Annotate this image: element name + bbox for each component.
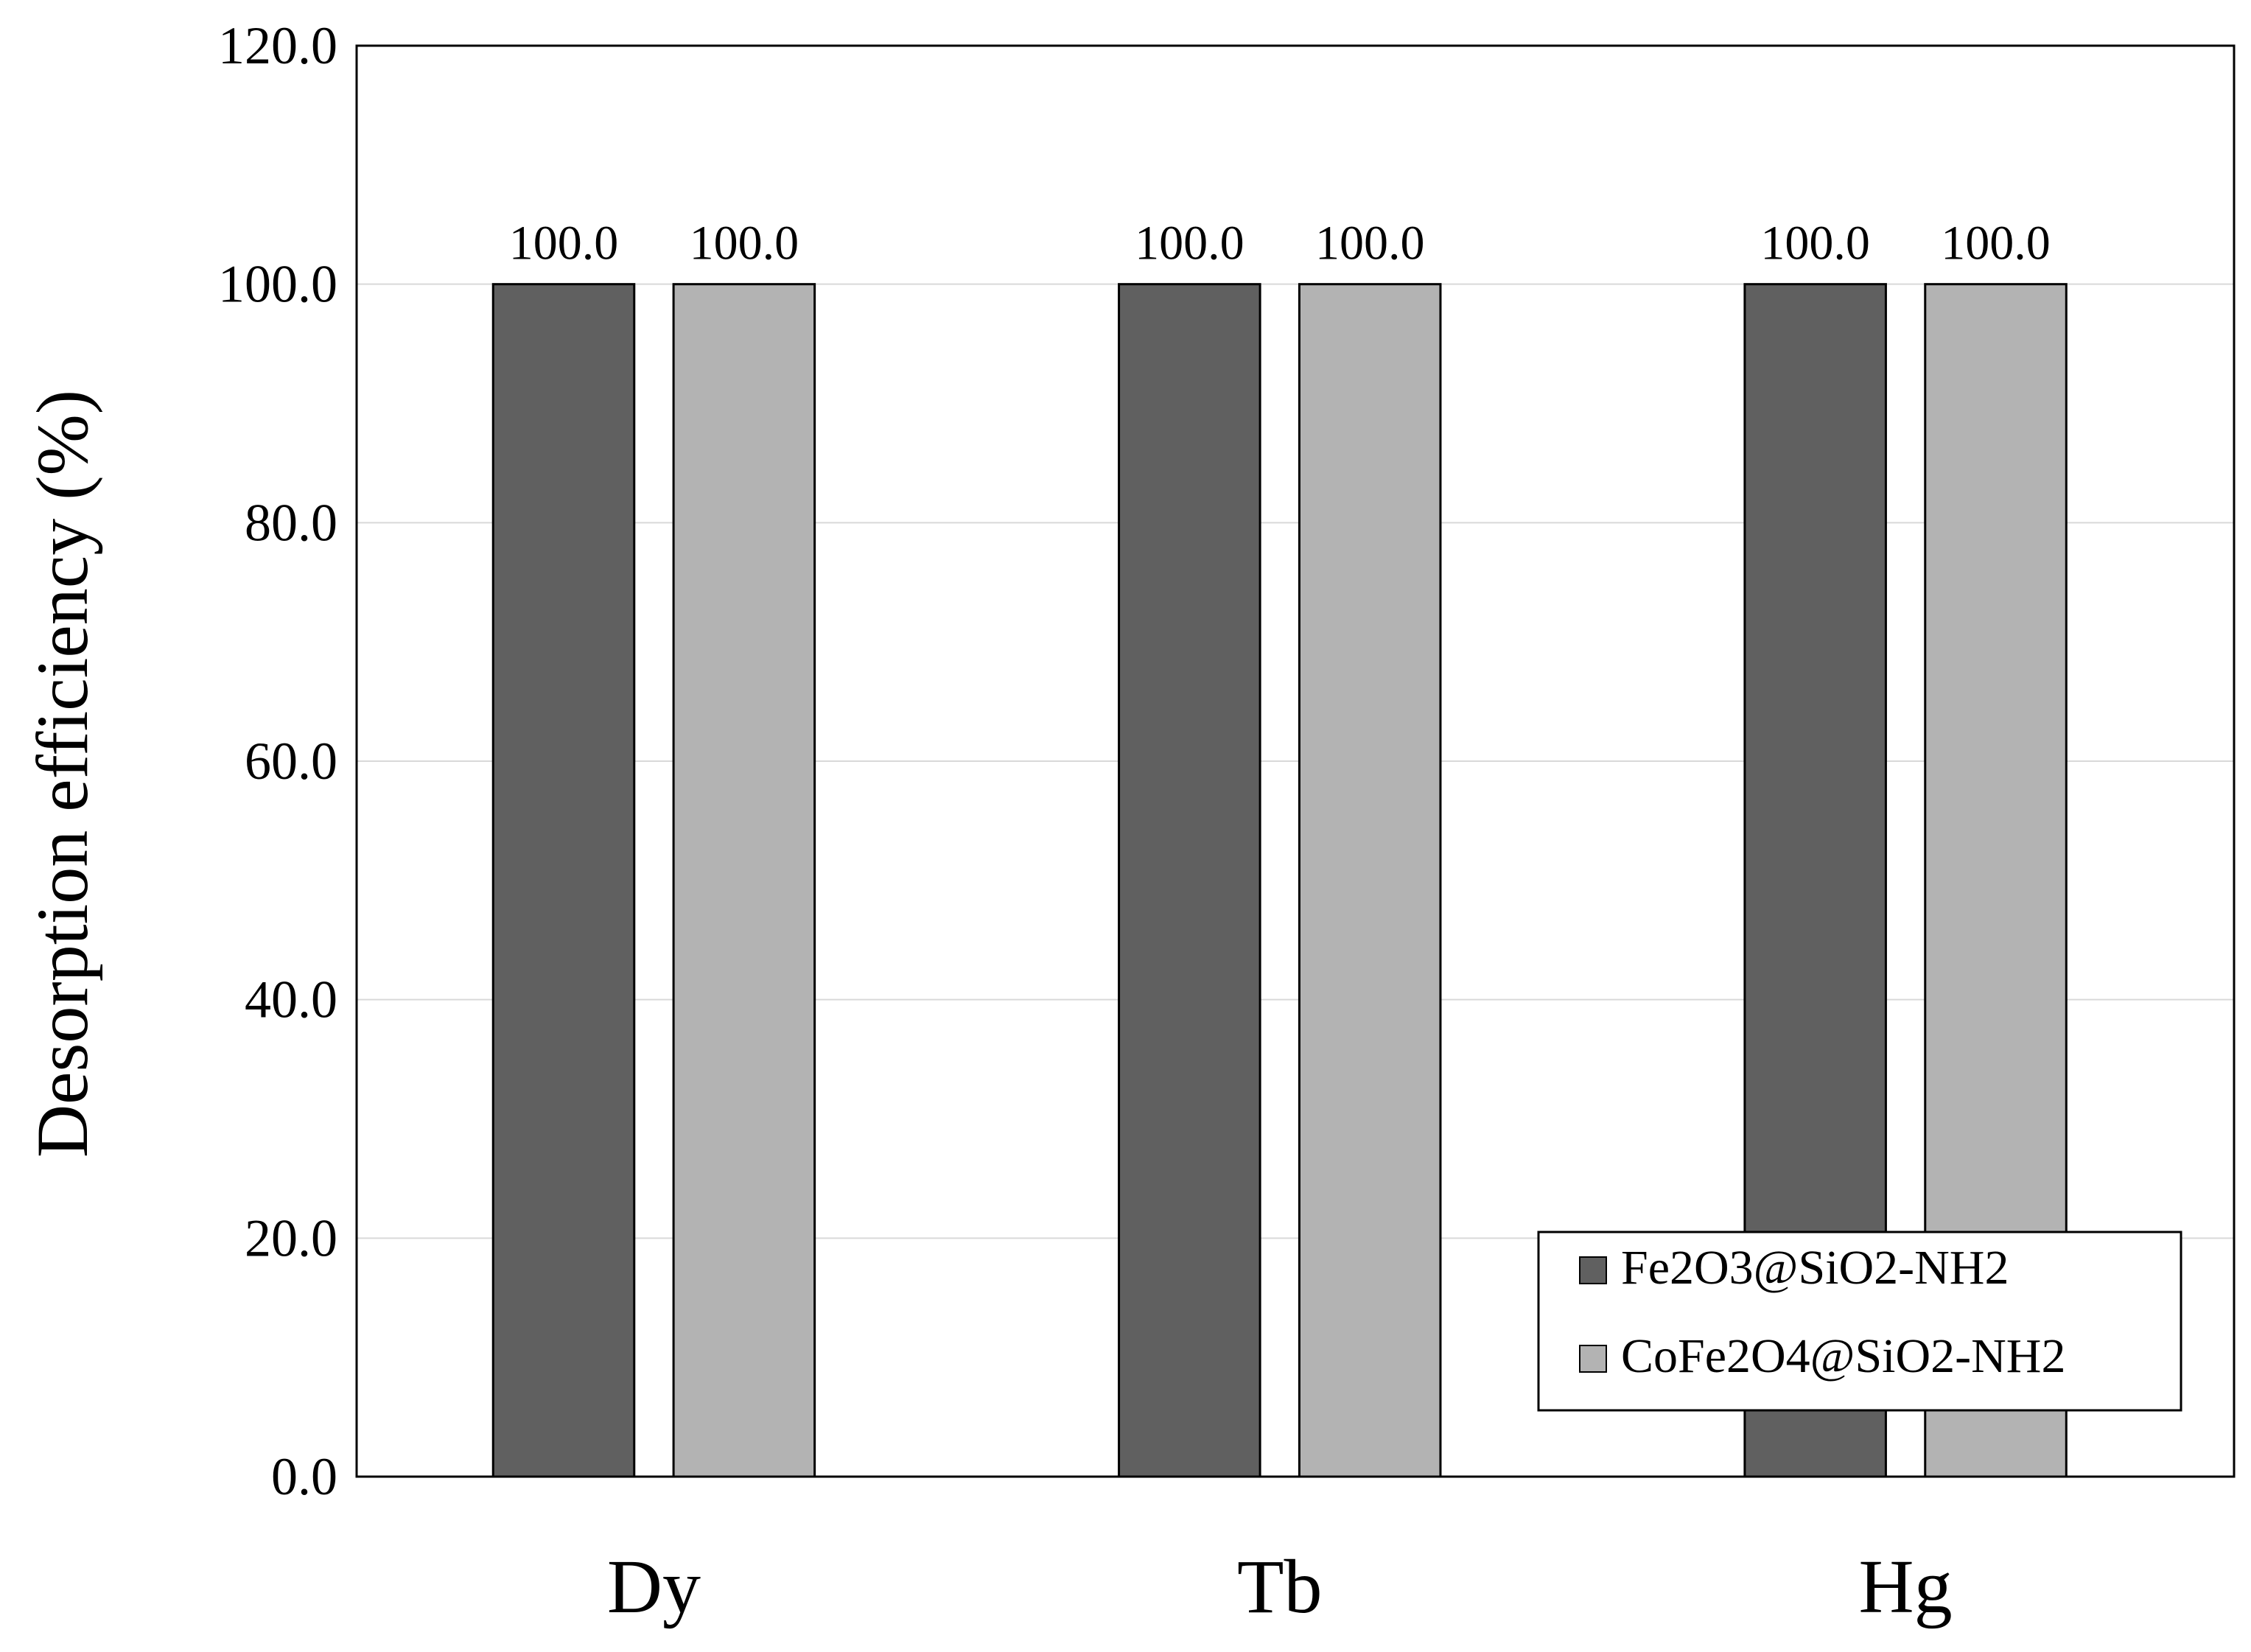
data-label: 100.0	[1941, 217, 2051, 270]
y-axis-title: Desorption efficiency (%)	[21, 390, 103, 1158]
data-labels: 100.0 100.0 100.0 100.0 100.0 100.0	[509, 217, 2051, 270]
y-tick-label: 20.0	[245, 1208, 337, 1267]
x-category-label: Dy	[607, 1544, 701, 1629]
y-tick-label: 40.0	[245, 970, 337, 1029]
legend-swatch	[1579, 1256, 1607, 1284]
bar	[1118, 283, 1261, 1478]
y-tick-label: 60.0	[245, 732, 337, 791]
y-tick-label: 0.0	[271, 1447, 337, 1506]
legend-label: CoFe2O4@SiO2-NH2	[1621, 1329, 2065, 1383]
y-tick-label: 100.0	[218, 255, 337, 314]
legend-box	[1537, 1231, 2182, 1412]
data-label: 100.0	[509, 217, 619, 270]
y-tick-label: 120.0	[218, 16, 337, 75]
bar	[1298, 283, 1442, 1478]
x-category-label: Hg	[1859, 1544, 1953, 1629]
legend: Fe2O3@SiO2-NH2 CoFe2O4@SiO2-NH2	[1537, 1231, 2182, 1412]
x-category-label: Tb	[1237, 1544, 1323, 1629]
legend-label: Fe2O3@SiO2-NH2	[1621, 1241, 2009, 1295]
bar	[672, 283, 816, 1478]
plot-area-frame	[355, 44, 2236, 1478]
bar	[491, 283, 636, 1478]
y-tick-label: 80.0	[245, 493, 337, 552]
y-axis-ticks: 0.0 20.0 40.0 60.0 80.0 100.0 120.0	[218, 16, 337, 1506]
data-label: 100.0	[1135, 217, 1244, 270]
x-axis-categories: Dy Tb Hg	[607, 1544, 1953, 1629]
data-label: 100.0	[1760, 217, 1870, 270]
data-label: 100.0	[690, 217, 799, 270]
data-label: 100.0	[1315, 217, 1425, 270]
legend-swatch	[1579, 1345, 1607, 1373]
